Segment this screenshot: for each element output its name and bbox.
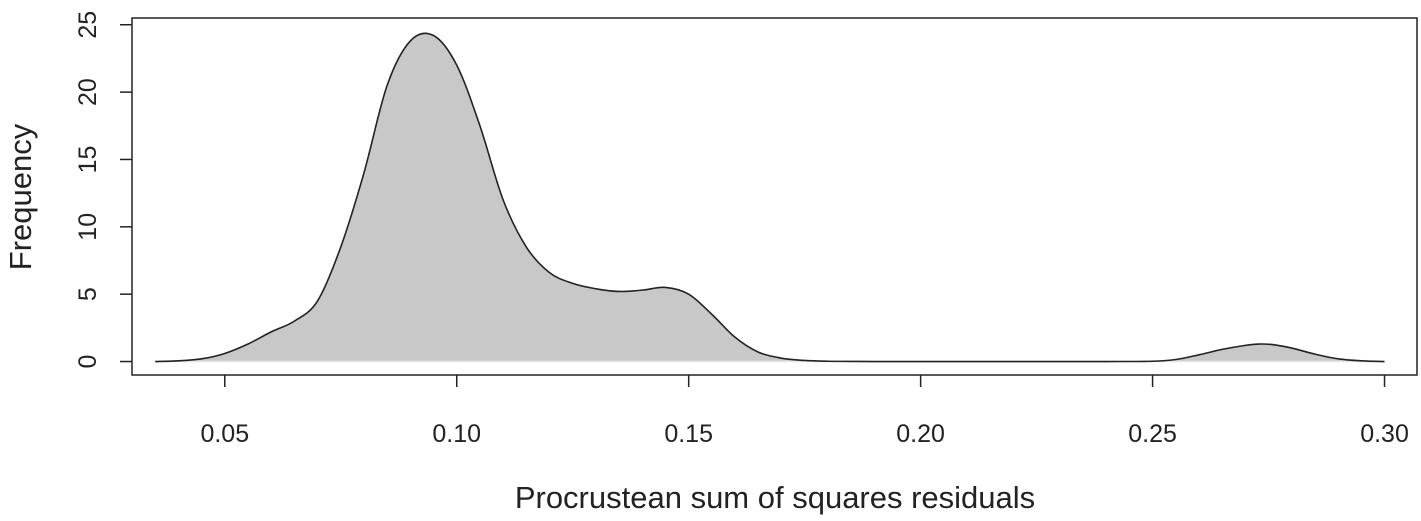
- x-tick-label: 0.05: [200, 420, 249, 448]
- x-tick-label: 0.20: [896, 420, 945, 448]
- y-tick-label: 20: [74, 78, 102, 106]
- x-axis: 0.05 0.10 0.15 0.20 0.25 0.30: [200, 375, 1409, 448]
- x-axis-title: Procrustean sum of squares residuals: [515, 480, 1035, 515]
- y-tick-label: 25: [74, 11, 102, 39]
- x-tick-label: 0.10: [432, 420, 481, 448]
- x-tick-label: 0.15: [664, 420, 713, 448]
- y-tick-label: 10: [74, 213, 102, 241]
- x-tick-label: 0.25: [1128, 420, 1177, 448]
- x-tick-label: 0.30: [1360, 420, 1409, 448]
- density-marks: [155, 32, 1385, 363]
- plot-frame: [131, 17, 1418, 376]
- y-tick-label: 15: [74, 146, 102, 174]
- y-tick-label: 0: [74, 355, 102, 369]
- density-area-0: [155, 33, 1385, 362]
- y-tick-label: 5: [74, 287, 102, 301]
- density-curve-0: [155, 32, 1385, 363]
- y-axis-title: Frequency: [3, 123, 38, 270]
- y-axis: 0 5 10 15 20 25: [74, 11, 132, 369]
